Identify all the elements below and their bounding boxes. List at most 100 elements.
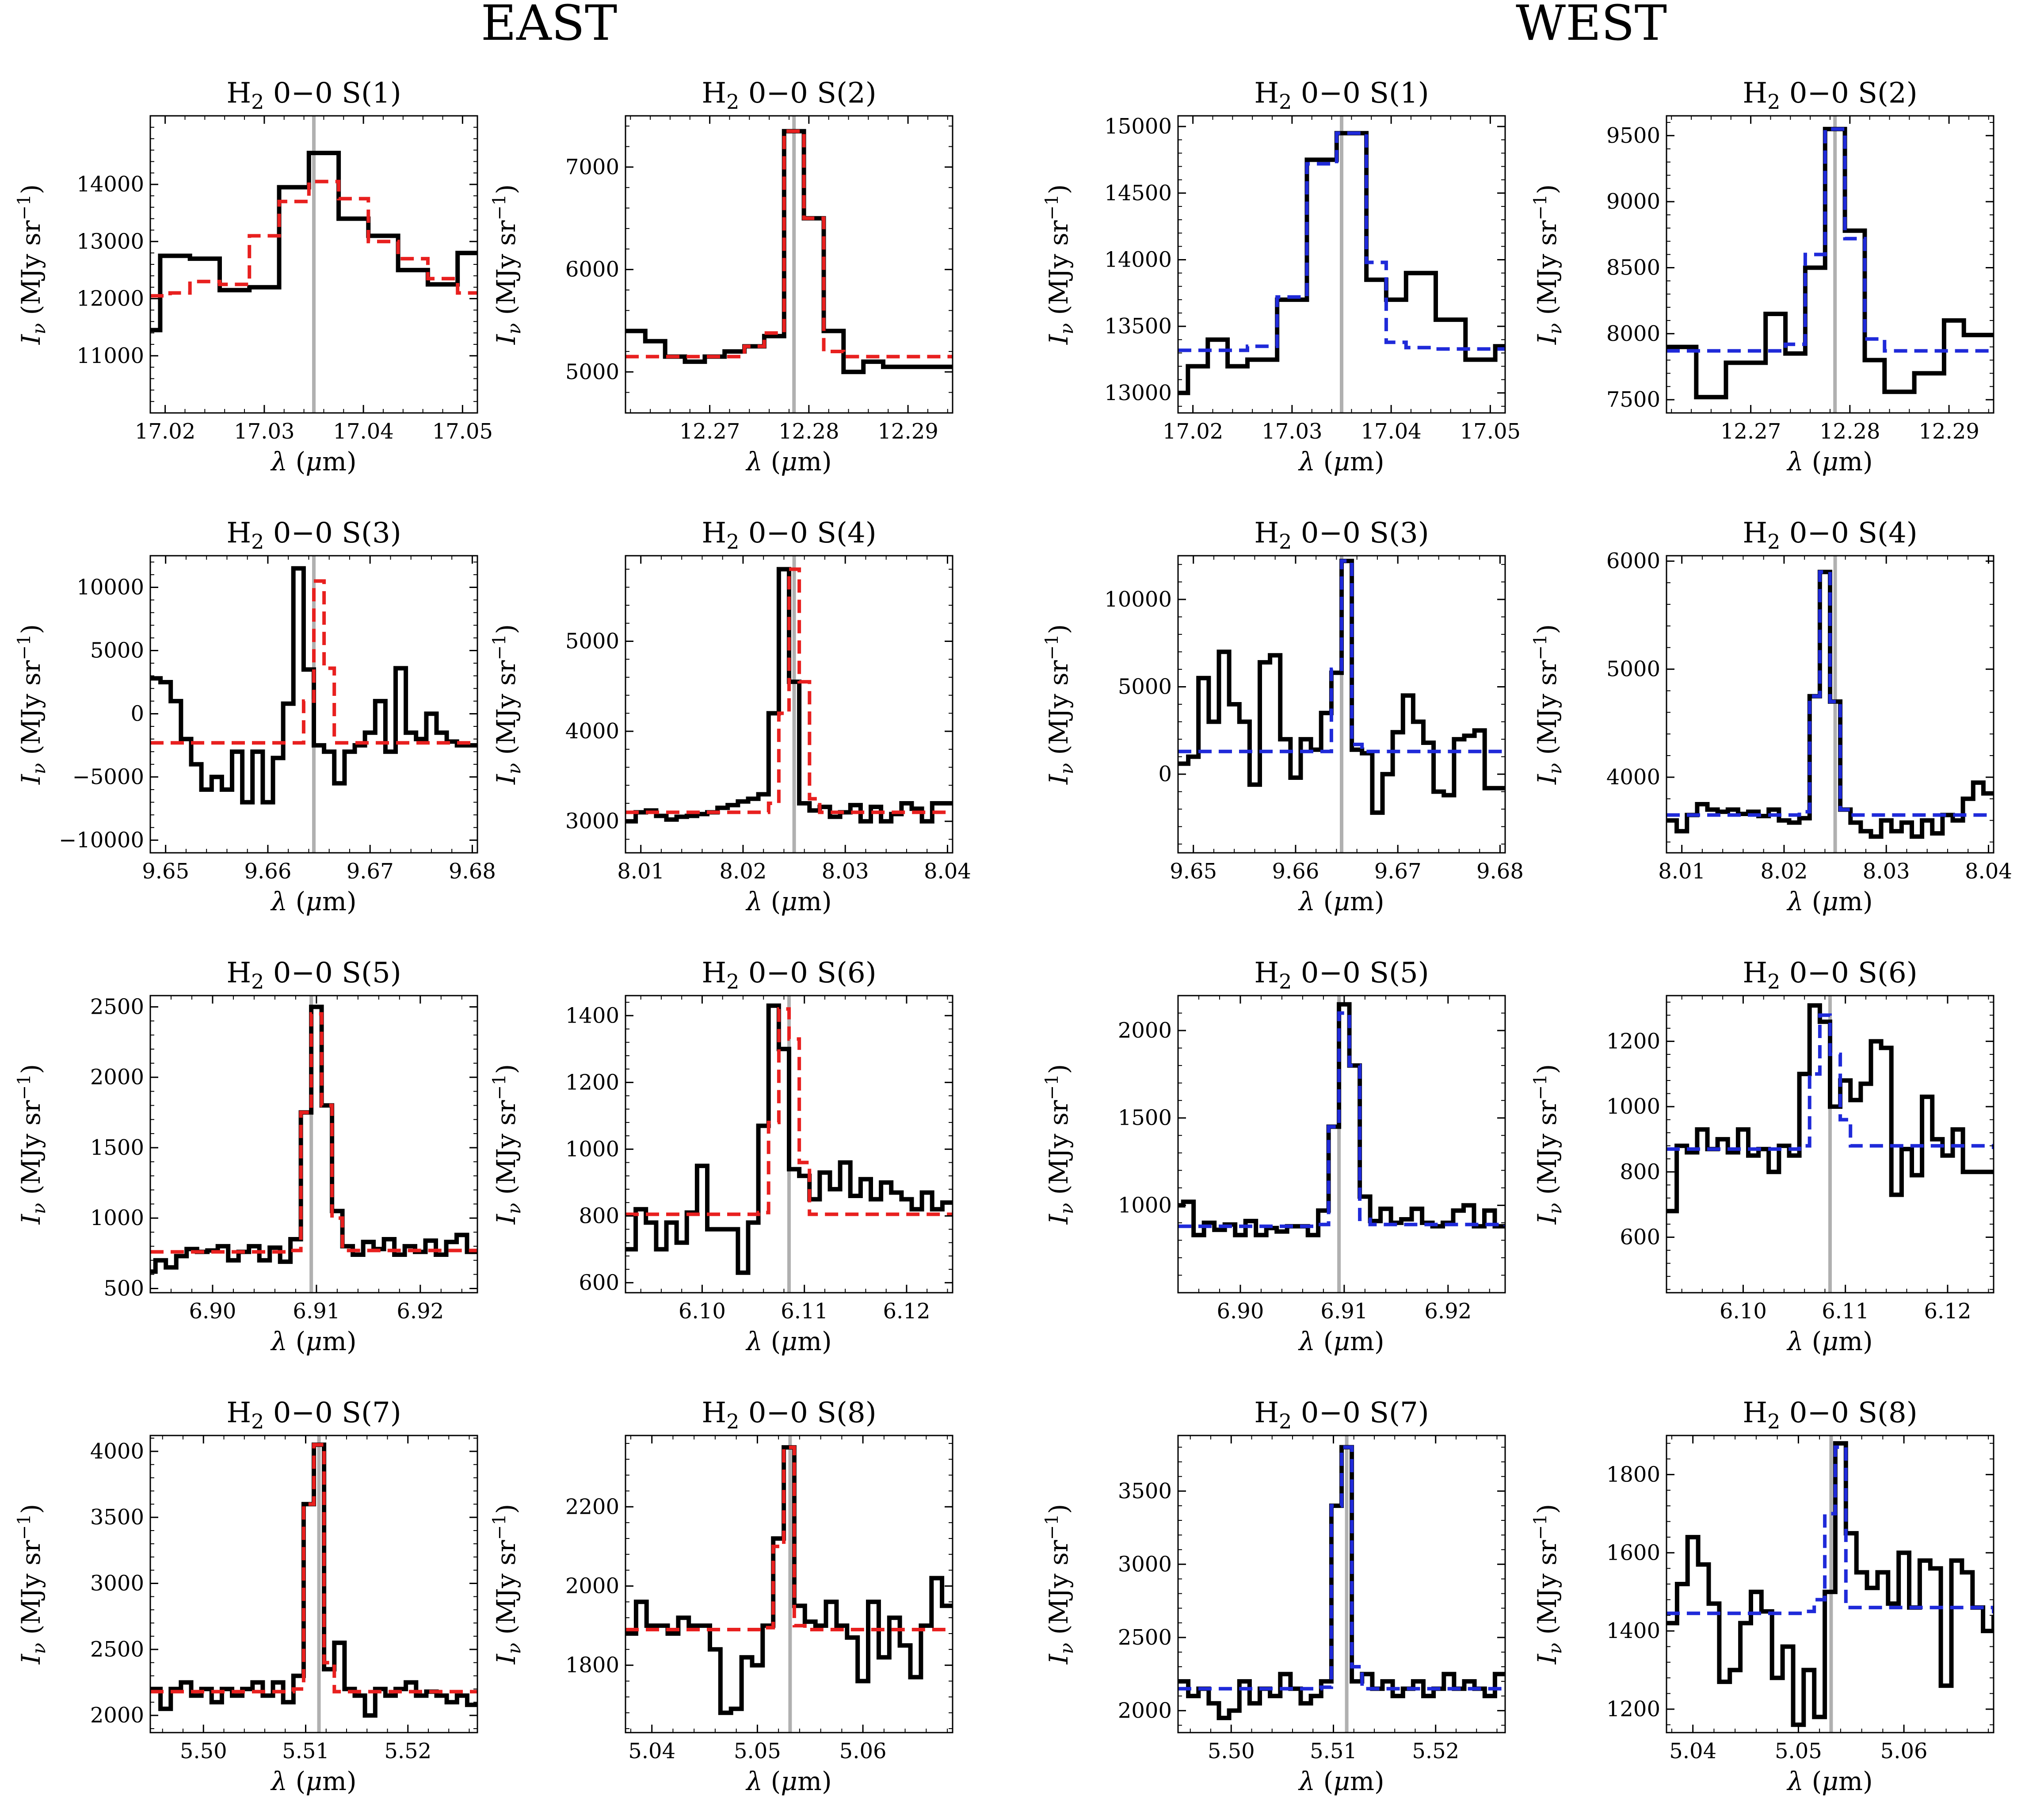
x-tick-label: 12.28: [778, 419, 839, 444]
y-axis-label: Iν (MJy sr−1): [1042, 184, 1077, 345]
plot-area: [150, 151, 477, 332]
y-tick-label: 4000: [90, 1439, 144, 1464]
x-tick-label: 9.66: [244, 859, 292, 884]
plot-area: [1666, 126, 1994, 400]
section-title-east: EAST: [481, 0, 617, 51]
y-tick-label: 2500: [90, 994, 144, 1019]
plot-frame: [149, 555, 478, 854]
data-spectrum-line: [625, 129, 953, 374]
y-tick-label: 800: [579, 1203, 619, 1228]
x-axis-label: λ (μm): [745, 1766, 831, 1796]
plot-frame: [625, 1435, 953, 1733]
x-tick-label: 17.03: [234, 419, 294, 444]
fit-model-line: [1666, 127, 1994, 353]
fit-model-line: [625, 1007, 953, 1216]
x-tick-label: 5.51: [282, 1739, 329, 1764]
data-spectrum-line: [150, 1004, 477, 1274]
x-tick-label: 9.68: [1476, 859, 1524, 884]
y-tick-label: 3500: [1118, 1479, 1172, 1504]
data-spectrum-line: [625, 567, 953, 824]
data-spectrum-line: [1178, 1445, 1505, 1720]
y-tick-label: 9000: [1606, 189, 1660, 214]
y-axis-label: Iν (MJy sr−1): [489, 624, 525, 785]
x-tick-label: 5.06: [1880, 1739, 1928, 1764]
y-tick-label: 7000: [565, 155, 619, 179]
y-axis-label: Iν (MJy sr−1): [1530, 1064, 1566, 1225]
plot-area: [1666, 1003, 1994, 1214]
chart-panel: H2 0−0 S(4) 8.01 8.02 8.03 8.04 3000 4000 5000 λ…: [489, 517, 971, 916]
chart-panel: H2 0−0 S(6) 6.10 6.11 6.12 600 800 1000 1200 140…: [489, 957, 953, 1356]
x-tick-label: 17.03: [1262, 419, 1322, 444]
y-axis-label: Iν (MJy sr−1): [489, 184, 525, 345]
chart-panel: H2 0−0 S(7) 5.50 5.51 5.52 2000 2500 3000 3500 4…: [14, 1397, 478, 1796]
chart-panel: H2 0−0 S(5) 6.90 6.91 6.92 1000 1500 2000 λ (μm…: [1042, 957, 1506, 1356]
y-axis-label: Iν (MJy sr−1): [489, 1504, 525, 1665]
x-axis-label: λ (μm): [270, 1326, 356, 1356]
panel-title: H2 0−0 S(1): [226, 77, 401, 114]
y-tick-label: 7500: [1606, 387, 1660, 412]
x-tick-label: 12.27: [679, 419, 740, 444]
x-tick-label: 17.02: [1163, 419, 1223, 444]
x-tick-label: 5.06: [839, 1739, 887, 1764]
x-tick-label: 5.52: [384, 1739, 431, 1764]
chart-panel: H2 0−0 S(3) 9.65 9.66 9.67 9.68 −10000 −5000 0 5…: [14, 517, 496, 916]
panel-title: H2 0−0 S(3): [1254, 517, 1429, 554]
x-axis-label: λ (μm): [1298, 886, 1384, 916]
y-axis-label: Iν (MJy sr−1): [1042, 624, 1077, 785]
y-axis-label: Iν (MJy sr−1): [14, 1064, 50, 1225]
x-tick-label: 17.04: [333, 419, 393, 444]
x-tick-label: 5.51: [1310, 1739, 1357, 1764]
y-tick-label: 14500: [1104, 181, 1172, 206]
x-tick-label: 8.03: [822, 859, 869, 884]
y-tick-label: 10000: [1104, 587, 1172, 612]
y-tick-label: 2000: [565, 1573, 619, 1598]
plot-frame: [149, 995, 478, 1294]
y-tick-label: 600: [1620, 1225, 1660, 1249]
fit-model-line: [150, 1012, 477, 1254]
x-tick-label: 6.11: [781, 1299, 828, 1324]
fit-model-line: [150, 1443, 477, 1694]
data-spectrum-line: [1666, 569, 1994, 839]
x-tick-label: 9.67: [1374, 859, 1422, 884]
panel-title: H2 0−0 S(7): [226, 1397, 401, 1433]
x-tick-label: 8.01: [1658, 859, 1705, 884]
y-tick-label: 4000: [565, 719, 619, 744]
fit-model-line: [1178, 131, 1505, 352]
plot-area: [150, 566, 477, 805]
fit-model-line: [625, 1445, 953, 1631]
y-axis-label: Iν (MJy sr−1): [489, 1064, 525, 1225]
panel-title: H2 0−0 S(1): [1254, 77, 1429, 114]
y-tick-label: 1000: [90, 1206, 144, 1230]
x-tick-label: 12.28: [1819, 419, 1880, 444]
plot-area: [1178, 1002, 1505, 1237]
plot-area: [1178, 558, 1505, 815]
y-axis-label: Iν (MJy sr−1): [1530, 1504, 1566, 1665]
y-tick-label: 15000: [1104, 114, 1172, 139]
panel-title: H2 0−0 S(2): [1743, 77, 1917, 114]
x-tick-label: 6.91: [293, 1299, 340, 1324]
y-tick-label: 1500: [1118, 1106, 1172, 1130]
y-tick-label: 600: [579, 1270, 619, 1295]
x-tick-label: 6.91: [1320, 1299, 1368, 1324]
y-axis-label: Iν (MJy sr−1): [1530, 624, 1566, 785]
y-tick-label: 4000: [1606, 765, 1660, 790]
plot-frame: [1177, 995, 1506, 1294]
y-tick-label: 2000: [90, 1065, 144, 1090]
y-tick-label: −10000: [59, 828, 144, 852]
x-tick-label: 9.65: [142, 859, 189, 884]
x-tick-label: 5.04: [1669, 1739, 1716, 1764]
fit-model-line: [625, 129, 953, 359]
chart-panel: H2 0−0 S(2) 12.27 12.28 12.29 5000 6000 7000 λ …: [489, 77, 953, 477]
y-tick-label: 9500: [1606, 123, 1660, 148]
y-tick-label: 5000: [565, 629, 619, 653]
plot-area: [1666, 1441, 1994, 1727]
panel-title: H2 0−0 S(2): [702, 77, 876, 114]
x-axis-label: λ (μm): [1298, 447, 1384, 477]
y-axis-label: Iν (MJy sr−1): [14, 624, 50, 785]
x-tick-label: 8.01: [617, 859, 664, 884]
y-tick-label: 5000: [1118, 674, 1172, 699]
x-tick-label: 17.05: [432, 419, 493, 444]
plot-area: [150, 1442, 477, 1718]
x-tick-label: 6.12: [883, 1299, 930, 1324]
